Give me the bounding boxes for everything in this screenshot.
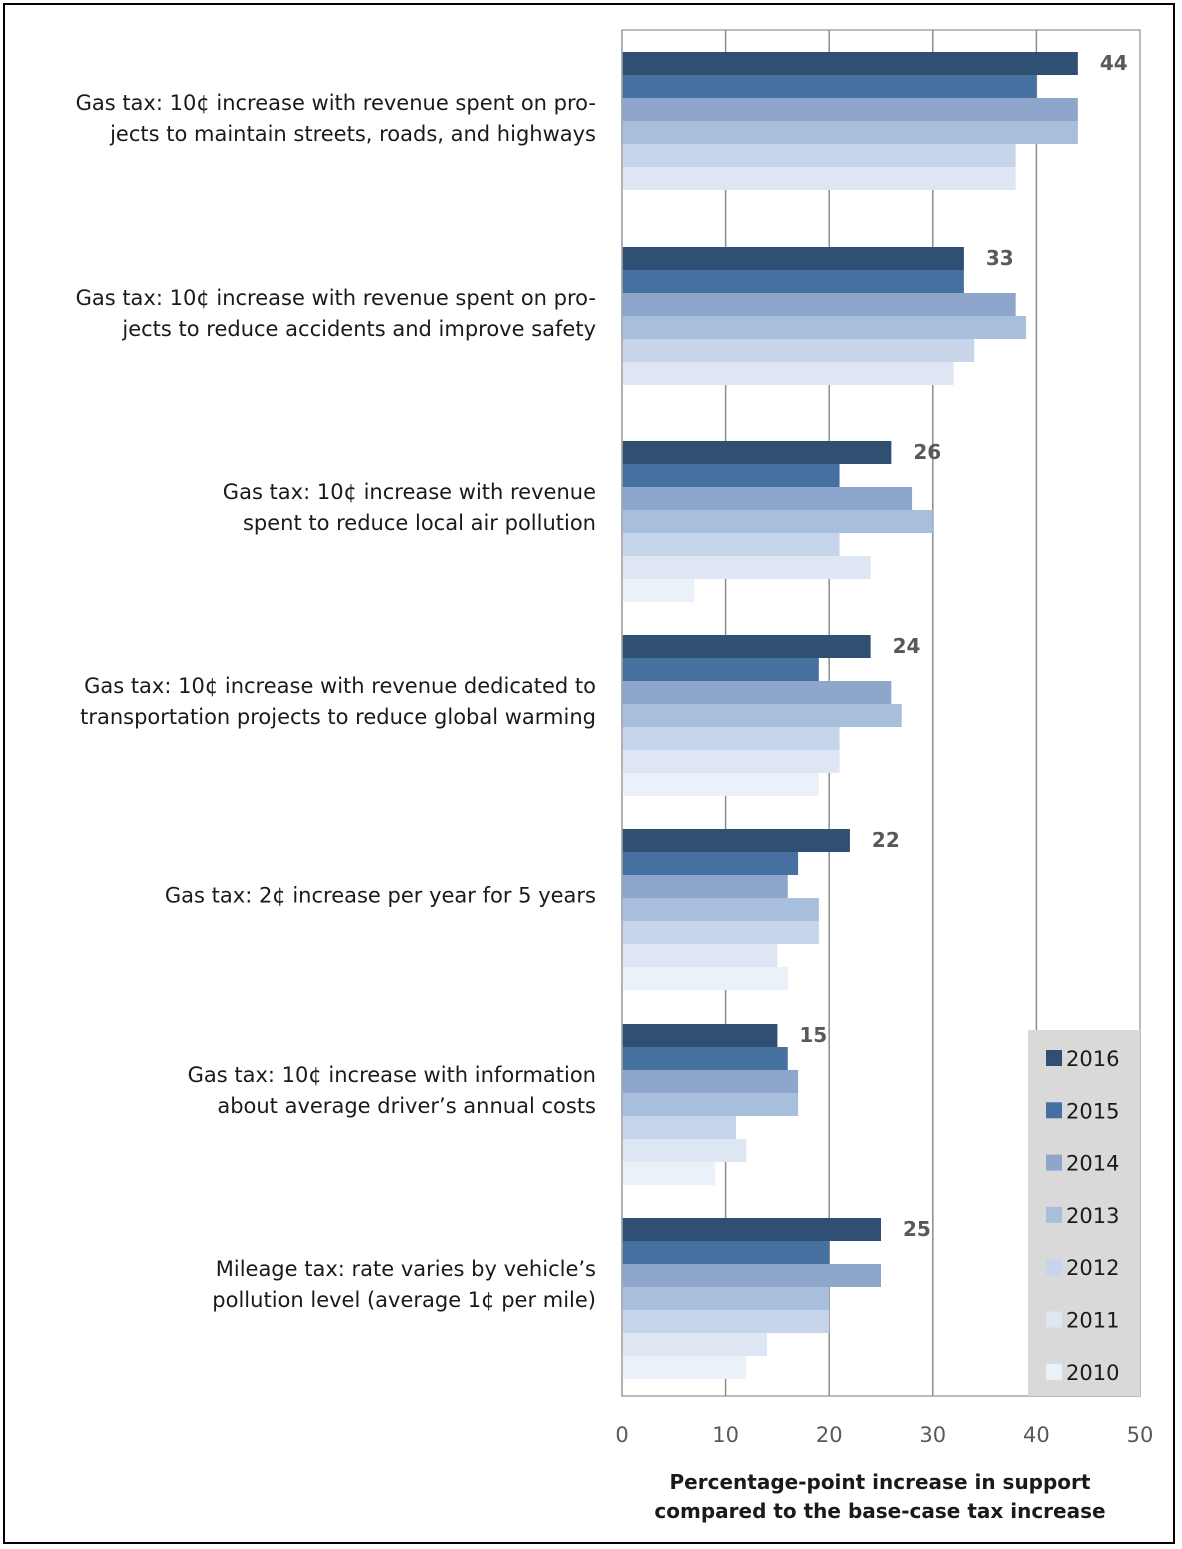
category-label-1-line1: Gas tax: 10¢ increase with revenue spent…	[76, 91, 596, 115]
legend-label-2014: 2014	[1066, 1152, 1119, 1176]
bar-2016-cat2	[622, 247, 964, 270]
bar-2012-cat7	[622, 1310, 830, 1333]
x-tick-label-40: 40	[1023, 1423, 1050, 1447]
bar-2012-cat3	[622, 533, 840, 556]
bar-2012-cat1	[622, 144, 1016, 167]
bar-2011-cat4	[622, 750, 840, 773]
bar-2015-cat7	[622, 1241, 830, 1264]
category-label-3-line2: spent to reduce local air pollution	[243, 511, 596, 535]
x-tick-label-10: 10	[712, 1423, 739, 1447]
bar-2011-cat1	[622, 167, 1016, 190]
bar-2015-cat3	[622, 464, 840, 487]
x-axis-title-line1: Percentage-point increase in support	[670, 1470, 1091, 1494]
category-label-4-line1: Gas tax: 10¢ increase with revenue dedic…	[84, 674, 596, 698]
bar-2014-cat3	[622, 487, 913, 510]
bar-2010-cat6	[622, 1162, 716, 1185]
bar-2011-cat2	[622, 362, 954, 385]
bar-2015-cat5	[622, 852, 799, 875]
chart-frame	[3, 3, 1175, 1544]
category-label-2-line2: jects to reduce accidents and improve sa…	[121, 317, 596, 341]
category-label-5-line1: Gas tax: 2¢ increase per year for 5 year…	[165, 884, 596, 908]
bar-2011-cat7	[622, 1333, 768, 1356]
bar-2010-cat4	[622, 773, 819, 796]
bar-2016-cat5	[622, 829, 850, 852]
bar-2014-cat7	[622, 1264, 881, 1287]
bar-2014-cat4	[622, 681, 892, 704]
data-label-cat7: 25	[903, 1217, 931, 1241]
bar-2014-cat5	[622, 875, 788, 898]
bar-2014-cat1	[622, 98, 1078, 121]
bar-2015-cat4	[622, 658, 819, 681]
legend-swatch-2013	[1046, 1206, 1062, 1223]
category-label-2-line1: Gas tax: 10¢ increase with revenue spent…	[76, 286, 596, 310]
bar-2013-cat4	[622, 704, 902, 727]
bar-2011-cat5	[622, 944, 778, 967]
legend-swatch-2012	[1046, 1259, 1062, 1276]
bar-2015-cat6	[622, 1047, 788, 1070]
bar-2011-cat3	[622, 556, 871, 579]
category-label-4-line2: transportation projects to reduce global…	[80, 705, 596, 729]
bar-2015-cat1	[622, 75, 1037, 98]
x-tick-label-0: 0	[615, 1423, 628, 1447]
legend-swatch-2016	[1046, 1050, 1062, 1066]
legend-swatch-2010	[1046, 1363, 1062, 1380]
bar-2016-cat3	[622, 441, 892, 464]
bar-2016-cat7	[622, 1218, 881, 1241]
x-tick-label-30: 30	[919, 1423, 946, 1447]
category-label-7-line1: Mileage tax: rate varies by vehicle’s	[216, 1257, 596, 1281]
bar-2012-cat6	[622, 1116, 736, 1139]
bar-2010-cat7	[622, 1356, 747, 1379]
legend-label-2010: 2010	[1066, 1361, 1119, 1385]
bar-2016-cat4	[622, 635, 871, 658]
bar-2015-cat2	[622, 270, 964, 293]
data-label-cat2: 33	[986, 246, 1014, 270]
data-label-cat1: 44	[1100, 51, 1128, 75]
bar-2012-cat5	[622, 921, 819, 944]
bar-2014-cat6	[622, 1070, 799, 1093]
bar-2013-cat6	[622, 1093, 799, 1116]
x-tick-label-20: 20	[816, 1423, 843, 1447]
bar-2016-cat6	[622, 1024, 778, 1047]
legend-swatch-2011	[1046, 1311, 1062, 1328]
legend-label-2012: 2012	[1066, 1256, 1119, 1280]
bar-2010-cat5	[622, 967, 788, 990]
bar-2013-cat1	[622, 121, 1078, 144]
bar-2013-cat7	[622, 1287, 830, 1310]
bar-2013-cat5	[622, 898, 819, 921]
category-label-6-line1: Gas tax: 10¢ increase with information	[188, 1063, 596, 1087]
legend-label-2013: 2013	[1066, 1204, 1119, 1228]
legend-label-2011: 2011	[1066, 1309, 1119, 1333]
category-label-7-line2: pollution level (average 1¢ per mile)	[212, 1288, 596, 1312]
category-label-6-line2: about average driver’s annual costs	[217, 1094, 596, 1118]
bar-2012-cat2	[622, 339, 975, 362]
bar-2013-cat3	[622, 510, 933, 533]
data-label-cat5: 22	[872, 828, 900, 852]
legend-swatch-2015	[1046, 1102, 1062, 1119]
legend-label-2015: 2015	[1066, 1099, 1119, 1123]
category-label-1-line2: jects to maintain streets, roads, and hi…	[109, 122, 596, 146]
data-label-cat4: 24	[893, 634, 921, 658]
bar-2012-cat4	[622, 727, 840, 750]
category-label-3-line1: Gas tax: 10¢ increase with revenue	[223, 480, 596, 504]
x-tick-label-50: 50	[1127, 1423, 1154, 1447]
data-label-cat3: 26	[913, 440, 941, 464]
data-label-cat6: 15	[799, 1023, 827, 1047]
legend-label-2016: 2016	[1066, 1047, 1119, 1071]
legend-swatch-2014	[1046, 1154, 1062, 1171]
bar-2013-cat2	[622, 316, 1027, 339]
bar-2010-cat3	[622, 579, 695, 602]
x-axis-title-line2: compared to the base-case tax increase	[654, 1499, 1105, 1523]
bar-2011-cat6	[622, 1139, 747, 1162]
bar-2014-cat2	[622, 293, 1016, 316]
bar-2016-cat1	[622, 52, 1078, 75]
